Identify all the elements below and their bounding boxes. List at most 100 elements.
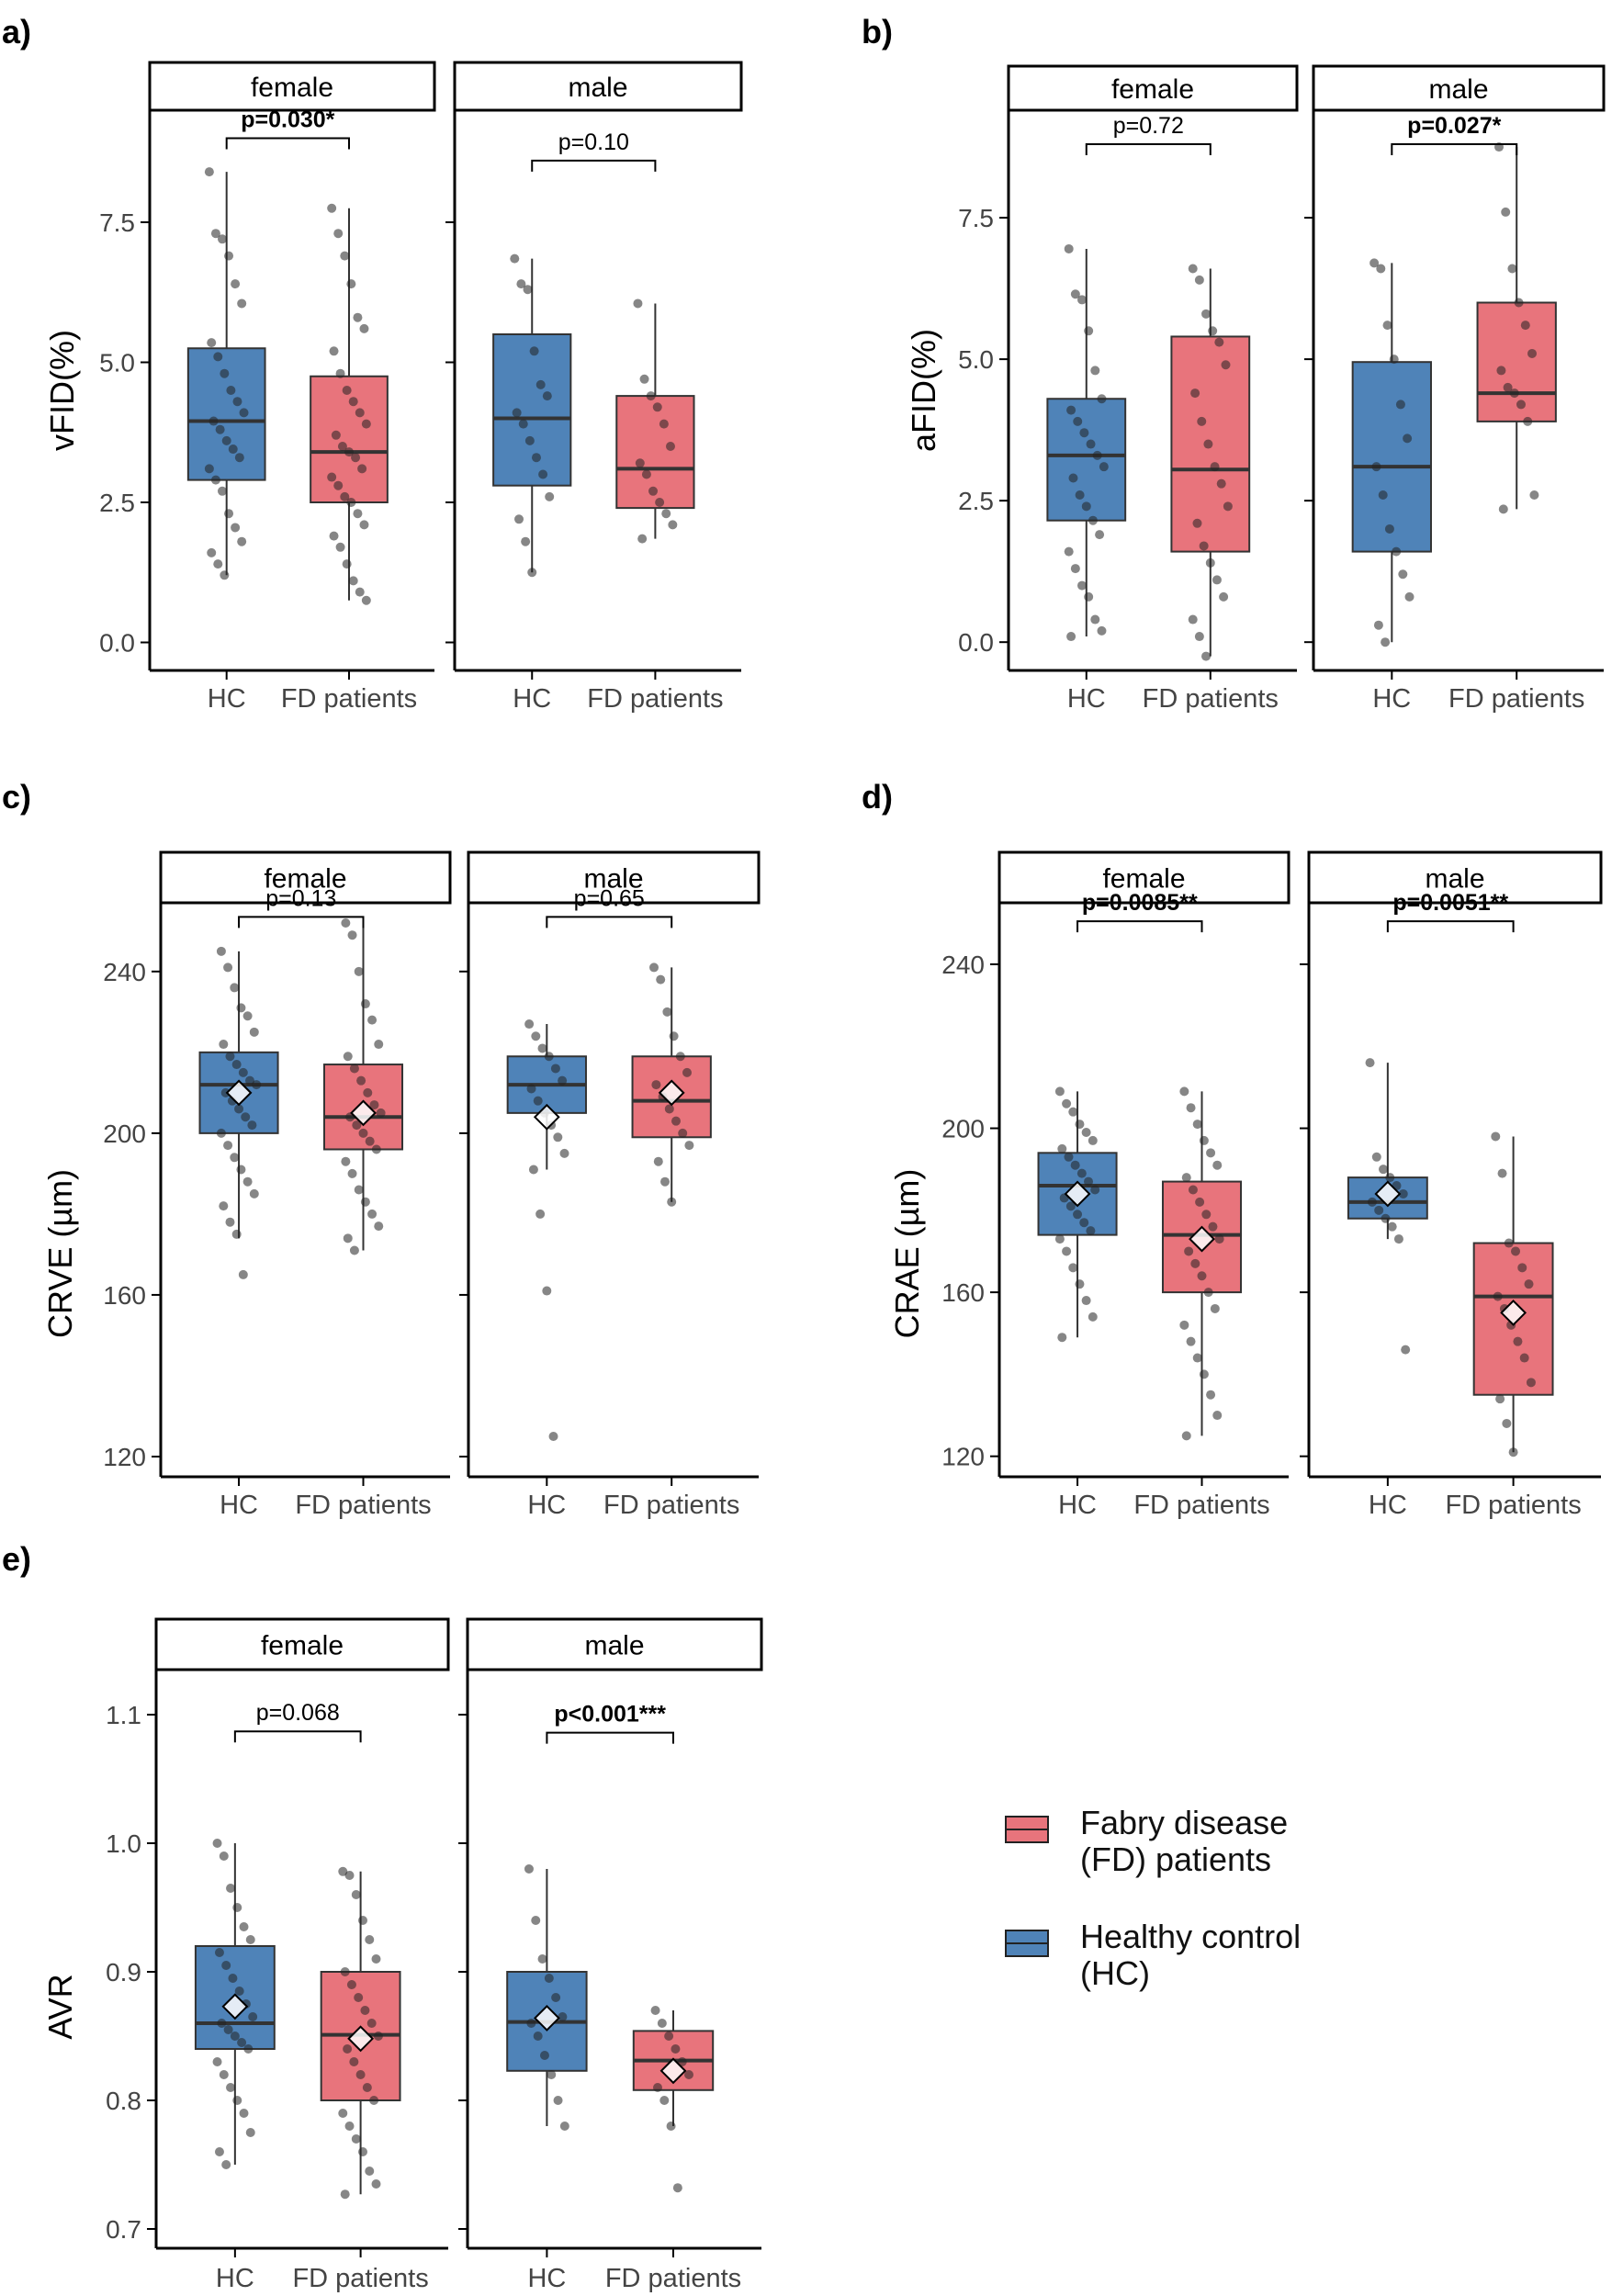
mean-marker [1500,1300,1527,1326]
x-tick-label: FD patients [281,684,417,714]
data-point [671,1116,681,1126]
data-point [655,498,665,507]
data-point [374,1221,384,1232]
x-tick-label: HC [513,684,551,714]
data-point [1090,366,1100,376]
data-point [347,930,357,940]
data-point [351,2134,361,2144]
facet-strip-label: male [1428,74,1488,105]
y-tick-label: 2.5 [99,489,135,517]
data-point [635,458,645,468]
data-point [672,2183,682,2193]
data-point [1395,400,1405,410]
data-point [349,1064,359,1074]
data-point [1496,366,1506,376]
data-point [204,464,214,474]
data-point [1195,1197,1205,1207]
data-point [220,570,230,580]
data-point [354,1185,364,1195]
data-point [523,285,533,295]
data-point [1064,243,1074,253]
data-point [558,2012,568,2021]
data-point [1214,337,1224,347]
data-point [526,1084,536,1094]
data-point [371,2179,381,2189]
x-tick-label: HC [1372,684,1411,714]
data-point [535,1209,546,1219]
data-point [228,445,238,455]
facet-strip [154,1617,450,1671]
data-point [219,1851,229,1861]
significance-bracket [531,159,657,172]
data-point [213,352,223,362]
data-point [1212,575,1222,585]
data-point [531,1031,541,1041]
y-tick-label: 200 [103,1120,146,1148]
panel-label: c) [2,778,31,816]
data-point [1190,1258,1200,1268]
data-point [1197,416,1207,426]
data-point [675,1052,685,1062]
p-value-label: p=0.027* [1407,113,1501,139]
data-point [238,1269,248,1279]
data-point [234,453,244,463]
chart-panel-4: d) CRAE (µm) female 120 160 200 240 HC FD patien… [862,778,1603,1520]
data-point [338,1866,348,1876]
data-point [1097,394,1107,404]
data-point [352,1120,362,1131]
data-point [665,442,675,451]
data-point [223,962,233,973]
data-point [1497,1168,1507,1178]
data-point [1223,501,1233,512]
data-point [1203,439,1213,449]
data-point [223,2025,233,2034]
data-point [510,253,520,264]
box-fd [632,2006,715,2193]
p-value-label: p=0.0051** [1392,890,1508,916]
data-point [231,1060,242,1070]
data-point [1075,1279,1085,1289]
data-point [512,408,522,418]
data-point [1188,614,1198,625]
p-value-label: p=0.72 [1113,113,1184,139]
data-point [514,514,524,524]
box-hc [1347,1058,1428,1355]
data-point [335,542,345,552]
data-point [1387,1221,1397,1232]
data-point [1369,258,1380,268]
data-point [1088,515,1098,525]
data-point [535,379,546,389]
data-point [1206,1390,1216,1400]
facet-female: female 120 160 200 240 HC FD patients p=0.0085*… [941,850,1291,1520]
data-point [344,1871,355,1880]
data-point [371,1144,381,1154]
data-point [366,2019,377,2028]
data-point [1205,557,1215,568]
data-point [1073,416,1083,426]
data-point [545,491,555,501]
y-tick-label: 5.0 [99,349,135,377]
data-point [237,298,247,309]
legend-item-fd: Fabry disease (FD) patients [1001,1805,1460,1887]
y-axis-label: AVR [41,1974,79,2039]
y-axis-label: CRVE (µm) [41,1169,79,1338]
significance-bracket [1386,920,1515,933]
data-point [346,279,356,289]
box-iqr [1046,398,1127,522]
data-point [367,1209,378,1219]
data-point [360,2006,370,2015]
data-point [538,469,548,479]
data-point [1064,546,1074,557]
data-point [340,251,350,261]
data-point [1184,1246,1194,1256]
data-point [677,2057,687,2066]
data-point [661,509,671,519]
data-point [223,1141,233,1151]
data-point [531,453,541,463]
facet-strip [148,61,436,112]
data-point [245,1075,255,1086]
y-tick-label: 5.0 [958,345,994,374]
data-point [365,2167,375,2176]
data-point [231,1229,242,1239]
x-tick-label: FD patients [1133,1491,1269,1520]
